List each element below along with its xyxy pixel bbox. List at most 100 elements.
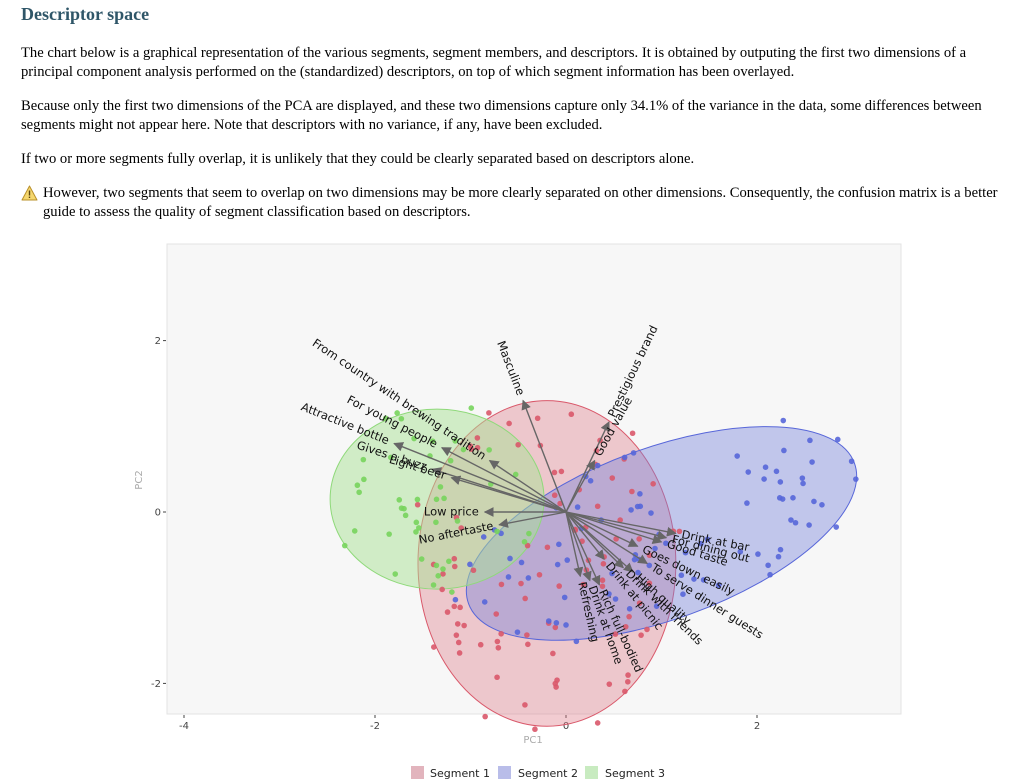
data-point — [524, 632, 530, 638]
descriptor-arrow — [565, 511, 605, 560]
data-point — [401, 505, 407, 512]
data-point — [587, 478, 594, 484]
data-point — [646, 562, 653, 569]
data-point — [550, 650, 556, 657]
data-point — [853, 476, 859, 482]
data-point — [351, 528, 358, 534]
data-point — [481, 599, 488, 605]
data-point — [599, 583, 606, 590]
data-point — [648, 510, 654, 516]
overlap-paragraph: If two or more segments fully overlap, i… — [21, 151, 695, 167]
data-point — [545, 618, 552, 624]
data-point — [524, 542, 531, 549]
y-tick-label: -2 — [151, 679, 161, 690]
data-point — [556, 583, 562, 589]
data-point — [480, 534, 487, 540]
data-point — [446, 558, 452, 565]
descriptor-arrow — [565, 511, 639, 547]
data-point — [650, 481, 656, 487]
data-point — [341, 542, 348, 549]
data-point — [468, 405, 475, 411]
data-point — [467, 561, 473, 568]
description-paragraph: The chart below is a graphical represent… — [21, 45, 967, 80]
data-point — [622, 623, 629, 630]
descriptor-arrows — [393, 399, 677, 586]
data-point — [568, 411, 575, 418]
data-point — [354, 482, 361, 489]
data-point — [622, 688, 628, 695]
data-point — [599, 577, 606, 584]
data-point — [437, 484, 444, 490]
data-point — [800, 480, 806, 487]
segment-points — [341, 405, 859, 733]
data-point — [653, 603, 660, 609]
data-point — [646, 580, 653, 586]
data-point — [498, 630, 504, 637]
data-point — [663, 540, 669, 547]
data-point — [458, 525, 465, 531]
data-point — [617, 517, 623, 523]
x-tick-label: -4 — [179, 721, 189, 732]
data-point — [613, 536, 619, 542]
data-point — [628, 507, 634, 513]
data-point — [788, 517, 794, 523]
data-point — [522, 595, 528, 602]
data-point — [521, 539, 528, 545]
data-point — [505, 574, 512, 580]
data-point — [580, 581, 587, 588]
data-point — [470, 567, 477, 574]
data-point — [629, 488, 635, 495]
data-point — [807, 437, 813, 444]
data-point — [626, 613, 632, 620]
data-point — [609, 475, 616, 481]
warning-triangle-icon — [21, 185, 38, 201]
data-point — [451, 563, 458, 570]
data-point — [439, 586, 445, 593]
warning-text: However, two segments that seem to overl… — [43, 185, 998, 220]
data-point — [386, 531, 392, 537]
data-point — [799, 475, 806, 481]
data-point — [594, 462, 601, 469]
descriptor-arrow — [565, 511, 663, 545]
data-point — [636, 536, 642, 542]
descriptor-arrow — [440, 447, 567, 513]
y-axis: 6420-2-4 — [151, 336, 166, 690]
data-point — [636, 600, 643, 606]
data-point — [544, 544, 551, 551]
data-point — [440, 566, 446, 572]
data-point — [551, 492, 558, 499]
data-point — [574, 504, 581, 510]
data-point — [414, 501, 421, 508]
data-point — [594, 503, 601, 510]
data-point — [644, 626, 650, 633]
data-point — [678, 572, 685, 579]
data-point — [554, 561, 561, 568]
data-point — [704, 536, 711, 543]
data-point — [646, 552, 653, 559]
data-point — [556, 541, 562, 548]
data-point — [638, 632, 644, 638]
legend-label-segment-2: Segment 2 — [518, 767, 578, 780]
data-point — [451, 555, 458, 562]
data-point — [398, 415, 405, 422]
descriptor-arrow — [565, 511, 601, 586]
data-point — [360, 456, 367, 463]
data-point — [411, 435, 417, 442]
descriptor-arrow — [565, 511, 625, 569]
data-point — [433, 562, 440, 569]
data-point — [392, 571, 399, 577]
descriptor-arrow — [521, 399, 567, 513]
data-point — [449, 589, 455, 595]
data-point — [790, 495, 796, 501]
data-point — [563, 622, 569, 628]
data-point — [561, 594, 568, 601]
data-point — [518, 580, 524, 587]
data-point — [691, 576, 697, 582]
data-point — [461, 622, 467, 629]
data-point — [609, 570, 615, 577]
data-point — [698, 540, 704, 547]
descriptor-arrow — [565, 511, 592, 582]
data-point — [474, 435, 481, 441]
legend-label-segment-3: Segment 3 — [605, 767, 665, 780]
y-tick-label: 0 — [155, 508, 161, 519]
